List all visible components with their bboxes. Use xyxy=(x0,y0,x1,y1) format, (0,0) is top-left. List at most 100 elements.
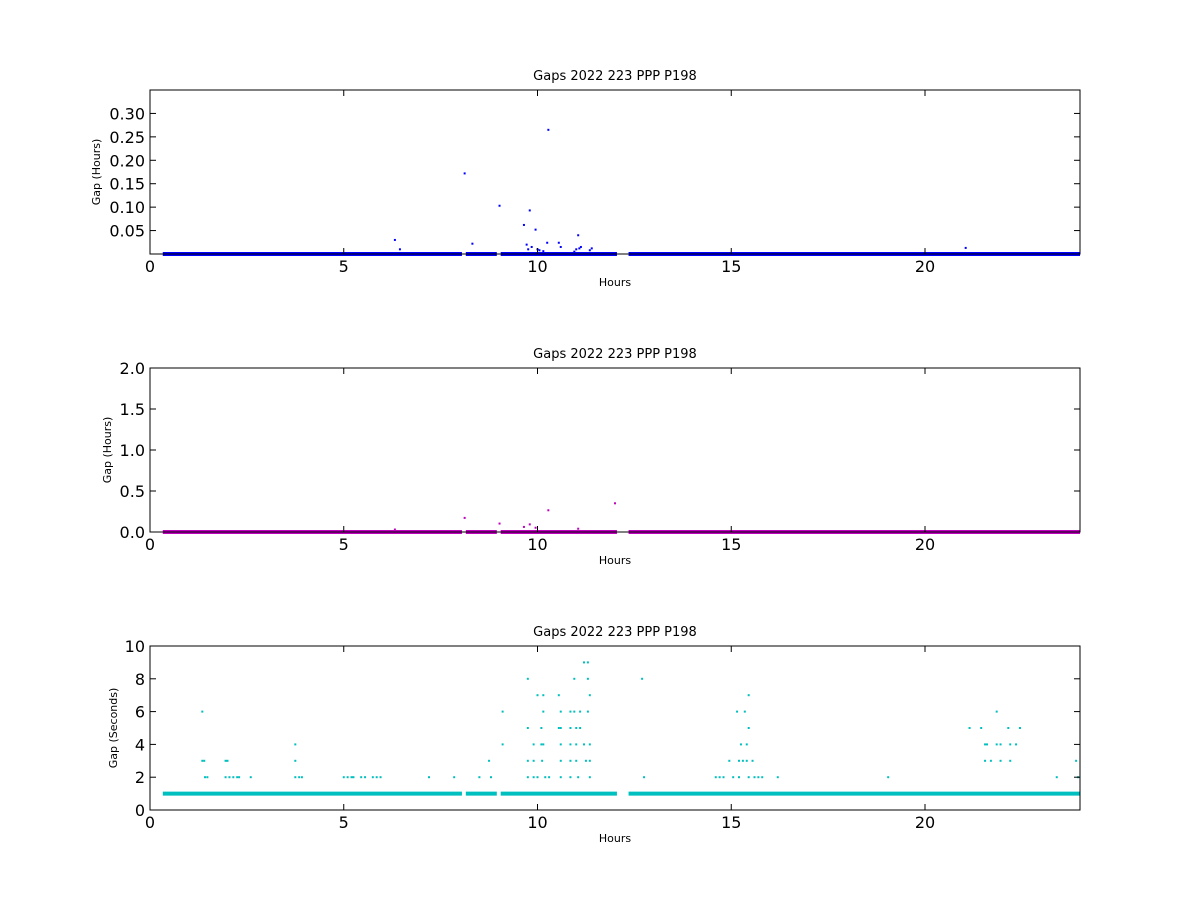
y-tick-label: 4 xyxy=(135,735,145,754)
data-point xyxy=(294,759,297,762)
data-point xyxy=(541,759,544,762)
data-point xyxy=(614,502,616,505)
x-tick-label: 10 xyxy=(527,535,547,554)
data-point xyxy=(747,776,750,779)
plot-frame xyxy=(149,645,1081,811)
data-point xyxy=(360,776,363,779)
x-axis-label: Hours xyxy=(599,276,631,289)
data-point xyxy=(525,243,528,246)
x-tick-label: 0 xyxy=(145,257,155,276)
y-tick-label: 0.30 xyxy=(109,104,145,123)
data-point xyxy=(588,743,591,746)
x-tick-label: 20 xyxy=(915,257,935,276)
data-point xyxy=(573,677,576,680)
data-point xyxy=(294,743,297,746)
y-tick-label: 0.10 xyxy=(109,198,145,217)
data-point xyxy=(501,743,504,746)
data-point xyxy=(526,759,529,762)
x-tick-label: 10 xyxy=(527,257,547,276)
data-point xyxy=(1009,759,1012,762)
data-point xyxy=(641,677,644,680)
data-point xyxy=(575,759,578,762)
x-tick-label: 5 xyxy=(339,257,349,276)
data-point xyxy=(984,759,987,762)
data-point xyxy=(738,776,740,779)
data-point xyxy=(573,710,576,713)
data-point xyxy=(346,776,349,779)
data-point xyxy=(761,776,764,779)
x-tick-label: 20 xyxy=(915,813,935,832)
data-point xyxy=(534,228,537,231)
data-point xyxy=(577,234,580,237)
data-point xyxy=(548,776,551,779)
data-point xyxy=(559,710,562,713)
data-point xyxy=(575,743,578,746)
x-tick-label: 5 xyxy=(339,535,349,554)
x-tick-label: 15 xyxy=(721,535,741,554)
data-point xyxy=(342,776,345,779)
y-axis-label: Gap (Hours) xyxy=(101,417,114,484)
data-point xyxy=(488,759,491,762)
data-point xyxy=(586,677,589,680)
data-point xyxy=(559,245,562,248)
data-point xyxy=(542,250,545,253)
data-point xyxy=(579,710,582,713)
data-point xyxy=(588,759,591,762)
data-point xyxy=(379,776,382,779)
data-point xyxy=(984,743,987,746)
data-point xyxy=(528,523,531,526)
data-point xyxy=(579,727,582,729)
data-point xyxy=(501,710,504,713)
data-point xyxy=(559,727,562,729)
data-point xyxy=(498,522,501,525)
data-point xyxy=(714,776,717,779)
data-series xyxy=(393,502,616,531)
data-point xyxy=(536,776,539,779)
data-point xyxy=(238,776,241,779)
data-point xyxy=(986,743,988,746)
y-tick-label: 1.5 xyxy=(120,400,145,419)
y-tick-label: 0.25 xyxy=(109,128,145,147)
y-tick-label: 0 xyxy=(135,801,145,820)
data-point xyxy=(352,776,355,779)
data-point xyxy=(1009,743,1012,746)
data-point xyxy=(528,209,531,212)
data-point xyxy=(534,526,537,529)
chart-panel-bottom: Gaps 2022 223 PPP P198 Hours Gap (Second… xyxy=(107,625,1081,845)
data-point xyxy=(428,776,430,779)
data-point xyxy=(569,710,572,713)
x-tick-label: 0 xyxy=(145,535,155,554)
data-point xyxy=(463,172,466,175)
data-point xyxy=(536,694,539,697)
data-point xyxy=(575,248,578,251)
data-series xyxy=(201,661,1080,779)
data-point xyxy=(522,223,525,226)
y-tick-label: 2 xyxy=(135,768,145,787)
data-point xyxy=(995,743,998,746)
data-point xyxy=(738,759,740,762)
data-point xyxy=(578,247,581,250)
data-point xyxy=(298,776,301,779)
data-point xyxy=(577,776,580,779)
data-point xyxy=(577,527,580,530)
data-point xyxy=(747,694,750,697)
data-point xyxy=(718,776,721,779)
data-point xyxy=(557,241,560,244)
data-point xyxy=(964,246,967,249)
data-point xyxy=(575,727,578,729)
data-point xyxy=(547,128,550,131)
data-point xyxy=(201,710,204,713)
data-point xyxy=(1075,759,1078,762)
data-point xyxy=(989,759,992,762)
data-point xyxy=(201,759,204,762)
data-point xyxy=(569,727,572,729)
y-tick-label: 8 xyxy=(135,670,145,689)
y-tick-label: 0.5 xyxy=(120,482,145,501)
chart-title: Gaps 2022 223 PPP P198 xyxy=(533,347,697,362)
data-point xyxy=(583,661,585,664)
data-point xyxy=(1007,727,1010,729)
data-point xyxy=(739,743,742,746)
x-tick-label: 15 xyxy=(721,813,741,832)
data-point xyxy=(530,245,533,248)
data-point xyxy=(471,242,474,245)
